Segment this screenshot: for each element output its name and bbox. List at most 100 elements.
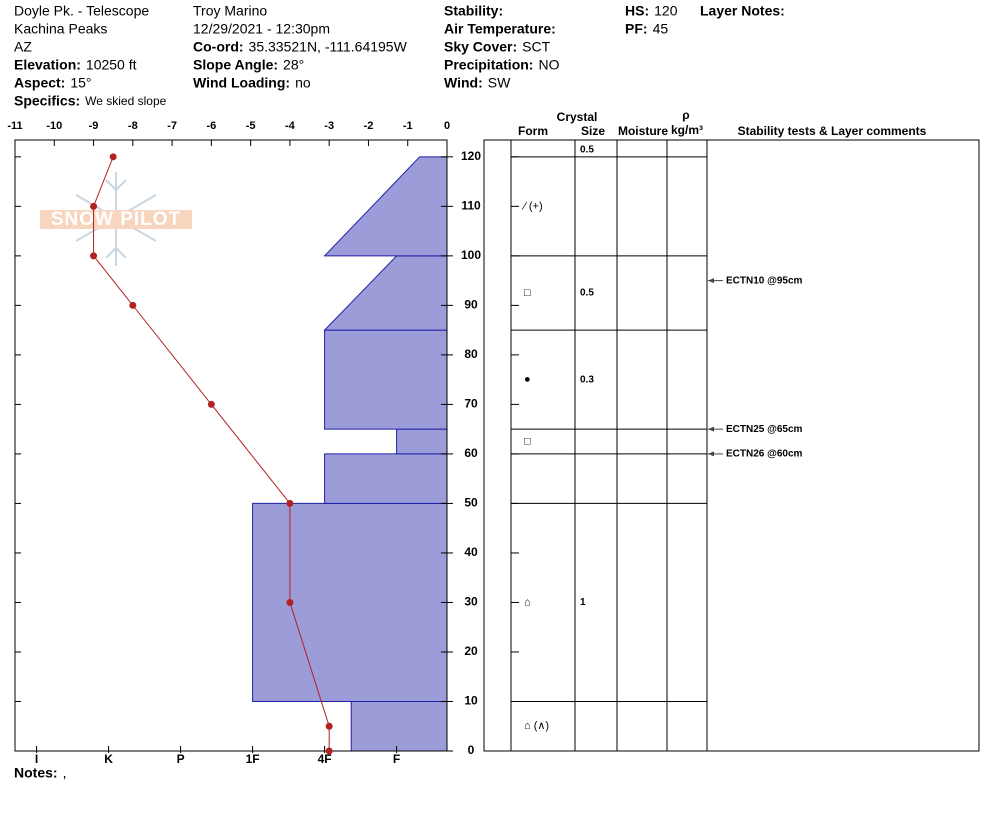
hardness-tick-label: F xyxy=(393,752,400,766)
y-tick-label: 10 xyxy=(464,694,478,708)
temperature-point xyxy=(129,301,137,309)
crystal-size: 0.5 xyxy=(580,145,594,156)
header-value: no xyxy=(295,75,311,91)
logo-text: SNOW PILOT xyxy=(51,209,181,230)
y-tick-label: 60 xyxy=(464,446,478,460)
table-header: Crystal xyxy=(557,110,598,124)
crystal-size: 0.5 xyxy=(580,288,594,299)
y-tick-label: 50 xyxy=(464,496,478,510)
header-value: 120 xyxy=(654,3,678,19)
stability-test: ECTN10 @95cm xyxy=(726,275,803,286)
x-tick-label: -9 xyxy=(89,120,99,132)
stability-test: ECTN26 @60cm xyxy=(726,449,803,460)
y-tick-label: 100 xyxy=(461,248,481,262)
hardness-layer xyxy=(324,453,448,504)
x-tick-label: -6 xyxy=(206,120,216,132)
y-tick-label: 120 xyxy=(461,149,481,163)
temperature-point xyxy=(286,598,294,606)
header-value: We skied slope xyxy=(85,94,166,108)
y-tick-label: 110 xyxy=(461,199,481,213)
table-header: Size xyxy=(581,124,605,138)
table-header: Stability tests & Layer comments xyxy=(738,124,927,138)
header-label: Wind: xyxy=(444,75,483,91)
header-text: 12/29/2021 - 12:30pm xyxy=(193,21,330,37)
header-value: SW xyxy=(488,75,511,91)
header-label: Sky Cover: xyxy=(444,39,517,55)
hardness-layer xyxy=(323,255,448,331)
hardness-tick-label: 4F xyxy=(318,752,332,766)
header-value: SCT xyxy=(522,39,550,55)
header-text: AZ xyxy=(14,39,32,55)
hardness-tick-label: 1F xyxy=(246,752,260,766)
hardness-tick-label: P xyxy=(177,752,185,766)
header-value: , xyxy=(63,765,67,781)
header-label: Specifics: xyxy=(14,93,80,109)
temperature-point xyxy=(90,252,98,260)
crystal-form: ∕ (+) xyxy=(521,200,543,212)
temperature-point xyxy=(286,499,294,507)
crystal-form: ⌂ (∧) xyxy=(524,720,549,732)
header-label: Aspect: xyxy=(14,75,65,91)
crystal-form: ● xyxy=(524,374,531,386)
header-value: NO xyxy=(538,57,559,73)
temperature-point xyxy=(325,722,333,730)
header-text: Troy Marino xyxy=(193,3,267,19)
hardness-layer xyxy=(324,329,448,430)
temperature-point xyxy=(325,747,333,755)
header-value: 10250 ft xyxy=(86,57,137,73)
header-label: Notes: xyxy=(14,765,58,781)
y-tick-label: 0 xyxy=(468,743,475,757)
y-tick-label: 40 xyxy=(464,545,478,559)
header-value: 45 xyxy=(653,21,669,37)
x-tick-label: 0 xyxy=(444,120,450,132)
x-tick-label: -11 xyxy=(7,120,22,132)
header-text: Doyle Pk. - Telescope xyxy=(14,3,149,19)
crystal-form: □ xyxy=(524,435,531,447)
hardness-tick-label: K xyxy=(104,752,113,766)
hardness-tick-label: I xyxy=(35,752,38,766)
test-arrowhead xyxy=(708,278,714,284)
header-value: 28° xyxy=(283,57,304,73)
y-tick-label: 20 xyxy=(464,644,478,658)
x-tick-label: -2 xyxy=(364,120,374,132)
table-header: Form xyxy=(518,124,548,138)
stability-test: ECTN25 @65cm xyxy=(726,424,803,435)
temperature-point xyxy=(90,202,98,210)
test-arrowhead xyxy=(708,426,714,432)
test-arrowhead xyxy=(708,451,714,457)
x-tick-label: -7 xyxy=(167,120,177,132)
x-tick-label: -5 xyxy=(246,120,256,132)
header-value: 15° xyxy=(70,75,91,91)
y-tick-label: 30 xyxy=(464,595,478,609)
header-label: Slope Angle: xyxy=(193,57,278,73)
hardness-layer xyxy=(350,700,448,752)
crystal-size: 1 xyxy=(580,597,586,608)
logo: SNOW PILOT xyxy=(40,172,192,266)
x-tick-label: -3 xyxy=(324,120,334,132)
y-tick-label: 70 xyxy=(464,397,478,411)
table-frame xyxy=(483,139,980,752)
header-label: Stability: xyxy=(444,3,503,19)
crystal-form: ⌂ xyxy=(524,596,531,608)
header-label: Wind Loading: xyxy=(193,75,290,91)
table-header: ρ xyxy=(682,108,689,122)
header-label: Elevation: xyxy=(14,57,81,73)
temperature-point xyxy=(207,400,215,408)
y-tick-label: 80 xyxy=(464,347,478,361)
header-label: Precipitation: xyxy=(444,57,533,73)
header-label: HS: xyxy=(625,3,649,19)
header-value: 35.33521N, -111.64195W xyxy=(249,39,408,55)
table-header: Moisture xyxy=(618,124,668,138)
hardness-layer xyxy=(323,156,448,257)
crystal-size: 0.3 xyxy=(580,374,594,385)
hardness-layer xyxy=(396,428,448,455)
crystal-form: □ xyxy=(524,287,531,299)
logo-banner xyxy=(40,210,192,229)
hardness-layer xyxy=(252,502,448,702)
header-label: PF: xyxy=(625,21,648,37)
header-text: Kachina Peaks xyxy=(14,21,107,37)
x-tick-label: -8 xyxy=(128,120,138,132)
header-label: Layer Notes: xyxy=(700,3,785,19)
table-header: kg/m³ xyxy=(671,123,703,137)
